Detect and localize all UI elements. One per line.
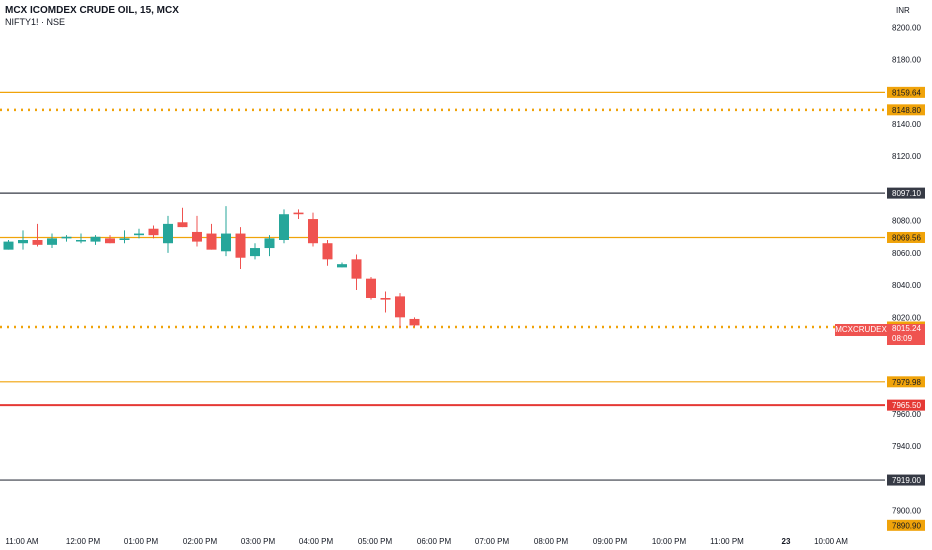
x-tick-label: 06:00 PM xyxy=(417,537,452,546)
candle-body xyxy=(105,238,115,244)
y-tick-label: 8180.00 xyxy=(892,56,921,65)
level-badge xyxy=(887,399,925,411)
current-price-badge: 8015.24 08:09 xyxy=(887,324,925,345)
candle-body xyxy=(177,222,188,228)
current-symbol-label: MCXCRUDEX xyxy=(835,324,887,336)
y-tick-label: 8120.00 xyxy=(892,152,921,161)
level-badge-label: 8159.64 xyxy=(892,88,921,97)
level-badge xyxy=(887,376,925,388)
y-tick-label: 8020.00 xyxy=(892,313,921,322)
candle-body xyxy=(3,241,14,250)
candle-body xyxy=(119,238,130,240)
y-tick-label: 8080.00 xyxy=(892,217,921,226)
candle-body xyxy=(264,238,275,249)
level-badge xyxy=(887,104,925,116)
candle-body xyxy=(192,231,202,242)
candle-body xyxy=(163,223,173,244)
x-tick-label: 11:00 AM xyxy=(5,537,39,546)
candle-body xyxy=(18,240,28,244)
y-tick-label: 8060.00 xyxy=(892,249,921,258)
level-badge xyxy=(887,519,925,531)
level-badge xyxy=(887,474,925,486)
candle-body xyxy=(337,264,347,268)
candle-body xyxy=(235,233,246,258)
x-tick-label: 10:00 PM xyxy=(652,537,687,546)
candle-body xyxy=(148,228,159,236)
candle-body xyxy=(293,212,304,215)
candle-body xyxy=(61,236,72,239)
x-tick-label: 03:00 PM xyxy=(241,537,276,546)
candle-body xyxy=(409,318,420,326)
candle-body xyxy=(206,233,217,250)
candle-body xyxy=(279,214,289,240)
y-tick-label: 8200.00 xyxy=(892,23,921,32)
level-badge-label: 7919.00 xyxy=(892,476,921,485)
candle-body xyxy=(308,219,318,244)
x-tick-label: 23 xyxy=(782,537,791,546)
level-badge xyxy=(887,187,925,199)
chart-subtitle: NIFTY1! · NSE xyxy=(5,17,66,27)
bar-countdown: 08:09 xyxy=(892,334,913,343)
level-badge-label: 8069.56 xyxy=(892,233,921,242)
price-axis: 7900.00 7940.00 7960.00 8020.00 8040.00 8060.… xyxy=(892,23,921,515)
x-tick-label: 10:00 AM xyxy=(814,537,848,546)
candle-body xyxy=(380,298,391,300)
x-tick-label: 12:00 PM xyxy=(66,537,101,546)
x-tick-label: 05:00 PM xyxy=(358,537,393,546)
level-badge-label: 8097.10 xyxy=(892,189,921,198)
level-badge xyxy=(887,86,925,98)
y-tick-label: 7960.00 xyxy=(892,410,921,419)
time-axis: 11:00 AM 12:00 PM 01:00 PM 02:00 PM 03:00 PM… xyxy=(5,537,848,546)
candle-body xyxy=(322,243,333,260)
current-price-value: 8015.24 xyxy=(892,324,921,333)
y-tick-label: 8140.00 xyxy=(892,120,921,129)
candle-body xyxy=(250,248,260,257)
level-badge-label: 7979.98 xyxy=(892,378,921,387)
y-tick-label: 8040.00 xyxy=(892,281,921,290)
y-tick-label: 7900.00 xyxy=(892,507,921,516)
candle-body xyxy=(134,233,144,236)
level-badge xyxy=(887,231,925,243)
candle-body xyxy=(76,240,86,242)
x-tick-label: 02:00 PM xyxy=(183,537,218,546)
level-badge-label: 7965.50 xyxy=(892,401,921,410)
price-levels: 8159.648148.808097.108069.568014.007979.… xyxy=(0,86,925,531)
x-tick-label: 04:00 PM xyxy=(299,537,334,546)
x-tick-label: 07:00 PM xyxy=(475,537,510,546)
candle-body xyxy=(395,296,405,318)
candles xyxy=(3,206,420,327)
candle-body xyxy=(351,259,362,279)
level-badge-label: 7890.90 xyxy=(892,521,921,530)
x-tick-label: 11:00 PM xyxy=(710,537,744,546)
candle-body xyxy=(366,278,376,298)
chart-title: MCX ICOMDEX CRUDE OIL, 15, MCX xyxy=(5,5,179,16)
candle-body xyxy=(47,238,57,245)
y-tick-label: 7940.00 xyxy=(892,442,921,451)
candle-body xyxy=(90,236,101,242)
candle-body xyxy=(221,233,231,252)
level-badge-label: 8148.80 xyxy=(892,106,921,115)
currency-label[interactable]: INR xyxy=(896,6,910,15)
x-tick-label: 01:00 PM xyxy=(124,537,159,546)
x-tick-label: 09:00 PM xyxy=(593,537,628,546)
x-tick-label: 08:00 PM xyxy=(534,537,569,546)
candle-body xyxy=(32,240,43,245)
